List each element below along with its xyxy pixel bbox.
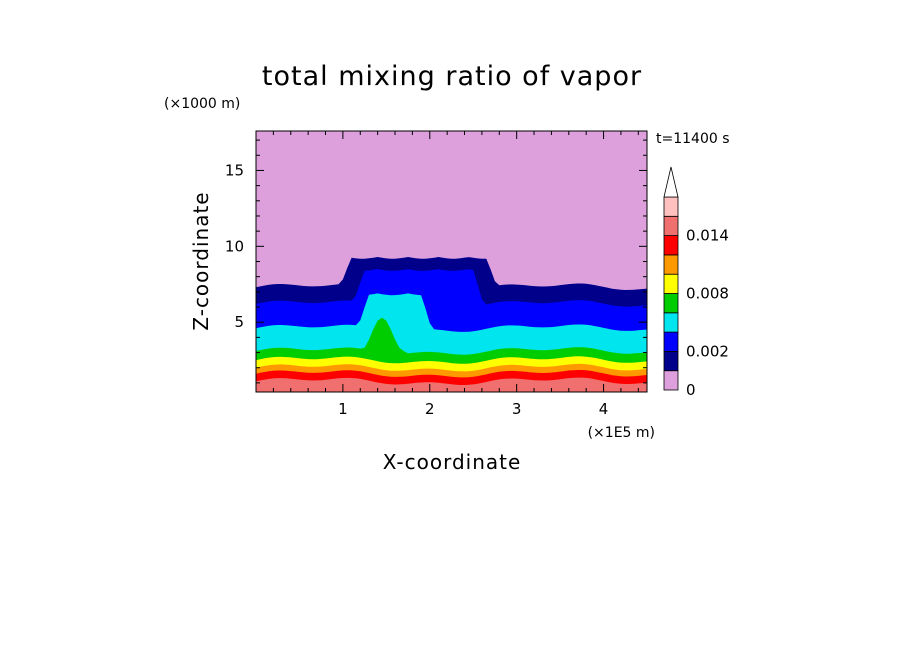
colorbar-label: 0.014	[686, 227, 729, 245]
x-unit-label: (×1E5 m)	[588, 425, 655, 441]
x-tick-label: 3	[512, 400, 522, 418]
colorbar-label: 0	[686, 381, 696, 399]
contour-band-level-8	[256, 377, 647, 392]
colorbar-swatch	[663, 254, 679, 275]
y-tick-label: 10	[225, 237, 244, 255]
x-tick-label: 1	[338, 400, 348, 418]
colorbar-swatch	[663, 370, 679, 391]
colorbar-extend-arrow	[663, 166, 679, 198]
colorbar-label: 0.008	[686, 285, 729, 303]
colorbar-swatch	[663, 215, 679, 237]
colorbar-swatch	[663, 235, 679, 256]
x-tick-label: 4	[599, 400, 609, 418]
colorbar-swatch	[663, 312, 679, 333]
colorbar-label: 0.002	[686, 342, 729, 360]
colorbar: 0 0.002 0.008 0.014	[663, 166, 729, 399]
y-axis-label: Z-coordinate	[189, 191, 213, 330]
chart-title: total mixing ratio of vapor	[262, 61, 642, 92]
y-tick-label: 5	[234, 313, 244, 331]
time-label: t=11400 s	[656, 131, 730, 147]
colorbar-swatch	[663, 196, 679, 217]
x-tick-label: 2	[425, 400, 435, 418]
colorbar-swatch	[663, 293, 679, 314]
colorbar-swatch	[663, 331, 679, 352]
x-axis-label: X-coordinate	[383, 450, 522, 474]
colorbar-swatch	[663, 273, 679, 294]
y-unit-label: (×1000 m)	[164, 96, 240, 112]
contour-field	[256, 131, 647, 392]
y-tick-label: 15	[225, 161, 244, 179]
colorbar-swatch	[663, 350, 679, 372]
axis-ticks: 1 2 3 4 5 10 15	[225, 131, 647, 418]
